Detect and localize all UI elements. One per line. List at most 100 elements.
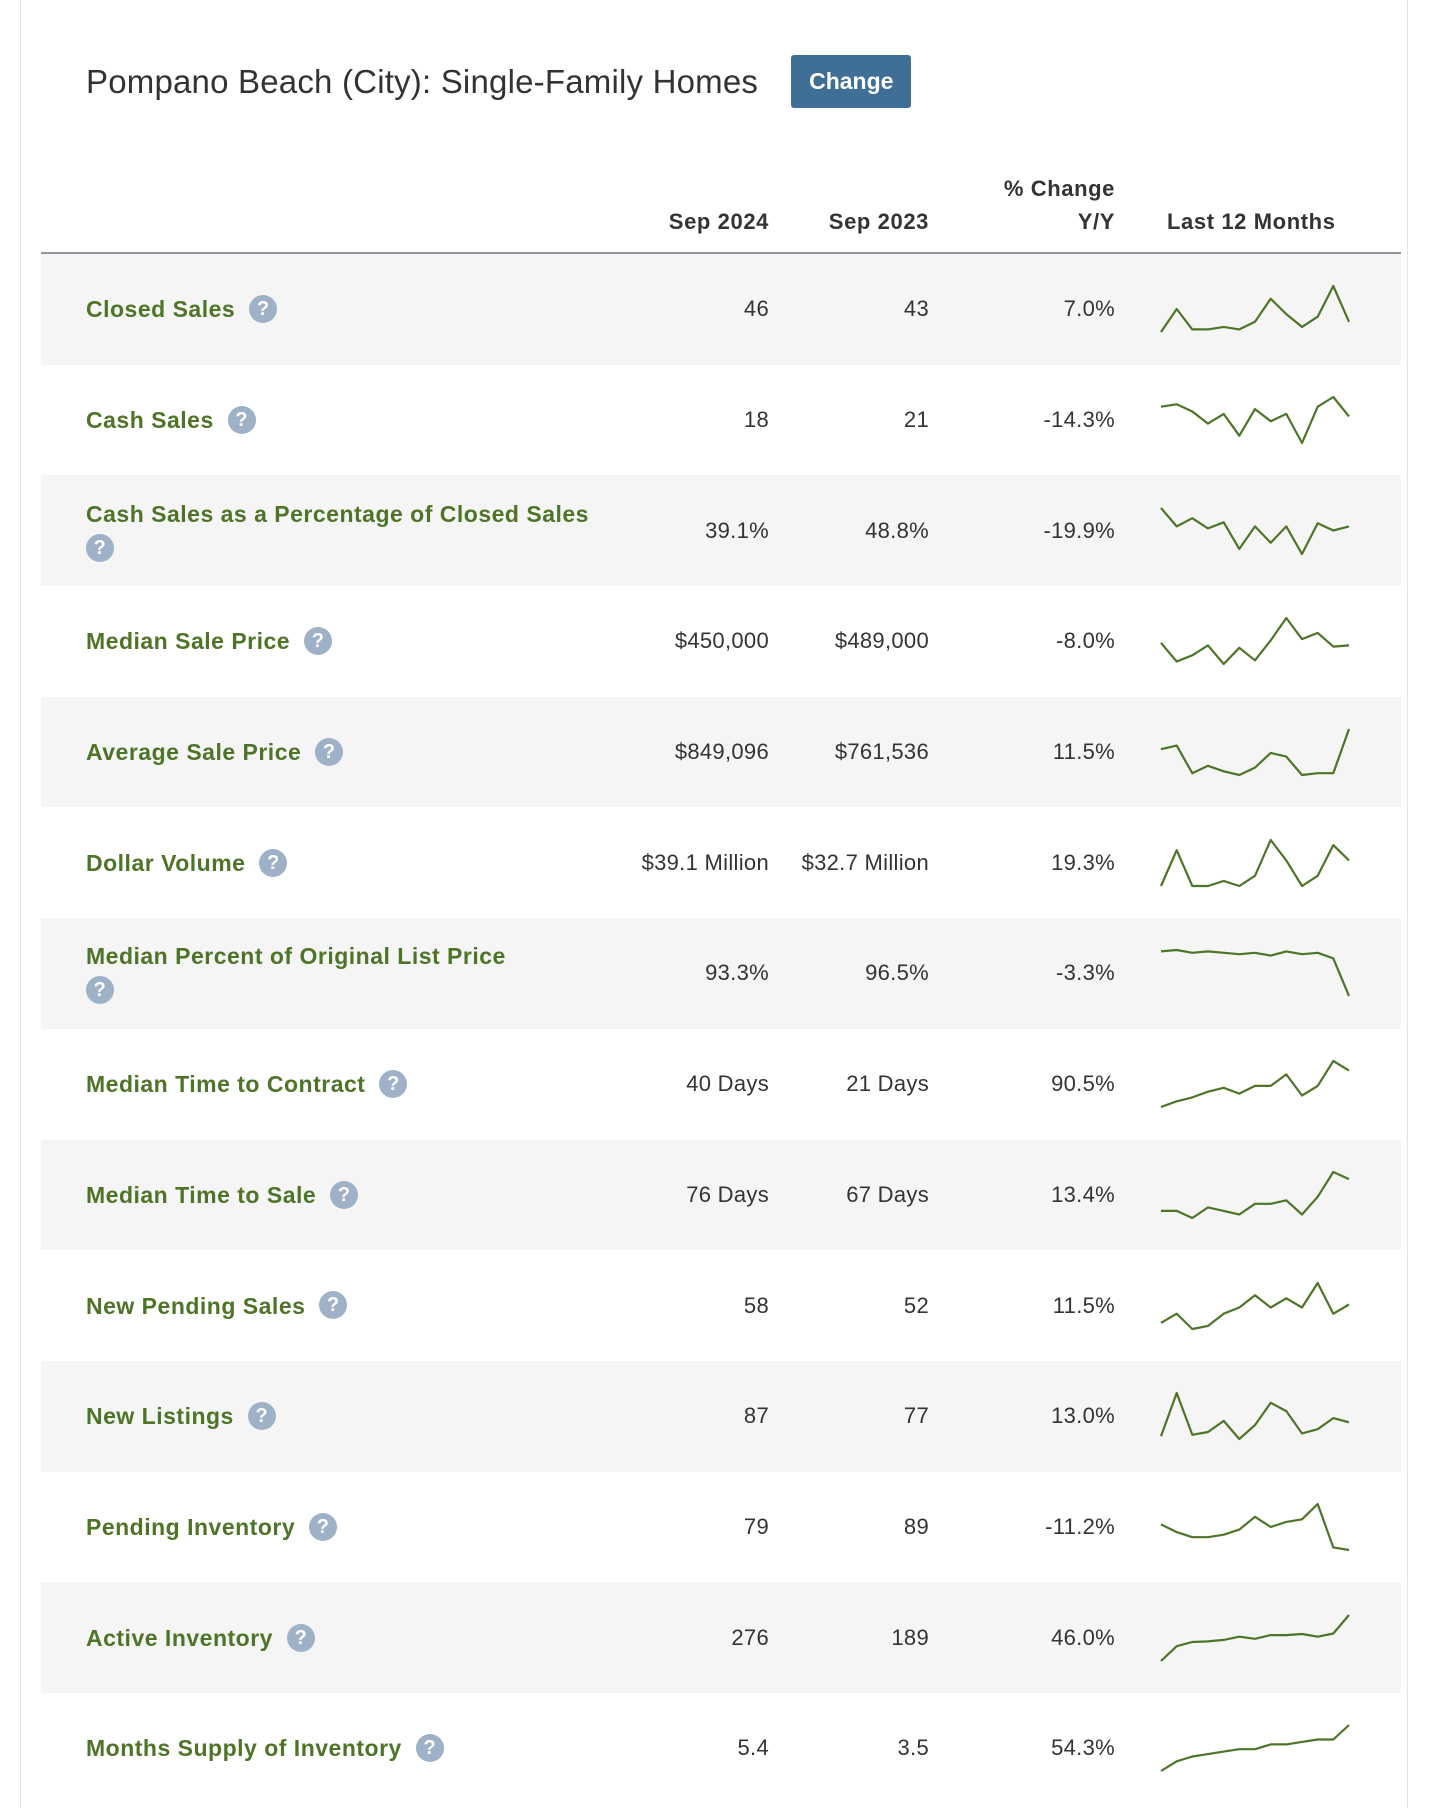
value-sep-2023: 77 <box>903 1403 929 1429</box>
sparkline-series-line <box>1160 285 1351 333</box>
value-sep-2024: $450,000 <box>674 628 769 654</box>
sparkline-series-line <box>1160 1502 1350 1551</box>
question-mark-icon[interactable]: ? <box>286 1623 315 1652</box>
value-sep-2023: 21 Days <box>846 1071 929 1097</box>
metric-name[interactable]: Months Supply of Inventory <box>86 1735 402 1762</box>
metric-label[interactable]: Cash Sales as a Percentage of Closed Sal… <box>86 497 606 565</box>
table-row: Pending Inventory? 79 89 -11.2% <box>41 1472 1401 1583</box>
value-sep-2024: $39.1 Million <box>641 849 769 875</box>
metric-name[interactable]: Average Sale Price <box>86 739 302 766</box>
sparkline-last-12-months <box>1157 393 1353 447</box>
sparkline-chart <box>1160 1724 1350 1773</box>
sparkline-series-line <box>1160 728 1351 777</box>
metric-label[interactable]: Dollar Volume? <box>86 846 606 880</box>
sparkline-series-line <box>1160 1281 1350 1330</box>
sparkline-chart <box>1160 1613 1350 1662</box>
sparkline-series-line <box>1160 395 1350 445</box>
table-row: Closed Sales? 46 43 7.0% <box>41 254 1401 365</box>
metric-label[interactable]: Median Sale Price? <box>86 624 606 658</box>
question-mark-icon[interactable]: ? <box>330 1180 359 1209</box>
metric-label[interactable]: Cash Sales? <box>86 403 606 437</box>
metric-name[interactable]: Pending Inventory <box>86 1513 296 1540</box>
question-mark-icon[interactable]: ? <box>379 1070 408 1099</box>
table-row: Dollar Volume? $39.1 Million $32.7 Million… <box>41 807 1401 918</box>
value-sep-2024: 276 <box>731 1624 769 1650</box>
metric-name[interactable]: Median Sale Price <box>86 628 291 655</box>
table-row: New Pending Sales? 58 52 11.5% <box>41 1250 1401 1361</box>
value-pct-change: 19.3% <box>1051 849 1115 875</box>
value-pct-change: -19.9% <box>1043 517 1115 543</box>
metric-name[interactable]: Cash Sales as a Percentage of Closed Sal… <box>86 500 589 527</box>
sparkline-chart <box>1160 1060 1350 1109</box>
value-pct-change: 11.5% <box>1052 739 1115 765</box>
value-pct-change: -8.0% <box>1056 628 1115 654</box>
sparkline-series-line <box>1160 1060 1350 1109</box>
market-report-card: Pompano Beach (City): Single-Family Home… <box>20 0 1408 1808</box>
value-sep-2023: 89 <box>903 1513 929 1539</box>
question-mark-icon[interactable]: ? <box>319 1291 348 1320</box>
question-mark-icon[interactable]: ? <box>86 976 114 1005</box>
value-sep-2023: 96.5% <box>865 960 929 986</box>
value-pct-change: -14.3% <box>1043 407 1115 433</box>
metric-label[interactable]: Pending Inventory? <box>86 1510 606 1544</box>
metric-label[interactable]: Months Supply of Inventory? <box>86 1731 606 1765</box>
sparkline-chart <box>1160 1281 1350 1330</box>
metric-label[interactable]: Median Time to Contract? <box>86 1067 606 1101</box>
question-mark-icon[interactable]: ? <box>415 1734 444 1763</box>
sparkline-chart <box>1160 1502 1350 1551</box>
sparkline-series-line <box>1159 838 1350 887</box>
metric-name[interactable]: Closed Sales <box>86 296 236 323</box>
sparkline-chart <box>1159 1392 1350 1441</box>
question-mark-icon[interactable]: ? <box>309 1512 338 1541</box>
metric-name[interactable]: Median Time to Sale <box>86 1181 317 1208</box>
metric-name[interactable]: New Pending Sales <box>86 1292 306 1319</box>
change-button[interactable]: Change <box>791 55 912 108</box>
value-sep-2024: 87 <box>743 1403 769 1429</box>
sparkline-series-line <box>1160 1724 1350 1773</box>
sparkline-series-line <box>1160 617 1350 666</box>
metric-name[interactable]: Active Inventory <box>86 1624 273 1651</box>
metrics-table: Sep 2024 Sep 2023 % Change Y/Y Last 12 M… <box>41 148 1401 1804</box>
table-row: Cash Sales as a Percentage of Closed Sal… <box>41 475 1401 587</box>
value-sep-2024: 93.3% <box>705 960 769 986</box>
sparkline-last-12-months <box>1157 946 1353 1000</box>
column-header-sep-2023: Sep 2023 <box>828 209 929 234</box>
question-mark-icon[interactable]: ? <box>315 738 344 767</box>
sparkline-last-12-months <box>1157 504 1353 558</box>
sparkline-last-12-months <box>1157 836 1353 890</box>
metric-label[interactable]: Active Inventory? <box>86 1621 606 1655</box>
value-sep-2023: 43 <box>903 296 929 322</box>
metric-name[interactable]: Median Time to Contract <box>86 1071 366 1098</box>
question-mark-icon[interactable]: ? <box>227 405 256 434</box>
metric-name[interactable]: Cash Sales <box>86 407 214 434</box>
table-row: Median Sale Price? $450,000 $489,000 -8.0% <box>41 586 1401 697</box>
table-row: Median Time to Contract? 40 Days 21 Days 90… <box>41 1029 1401 1140</box>
metric-label[interactable]: Average Sale Price? <box>86 735 606 769</box>
question-mark-icon[interactable]: ? <box>304 627 333 656</box>
metric-label[interactable]: New Listings? <box>86 1399 606 1433</box>
sparkline-chart <box>1160 617 1350 666</box>
question-mark-icon[interactable]: ? <box>86 533 114 562</box>
sparkline-last-12-months <box>1157 1721 1353 1775</box>
value-sep-2024: 40 Days <box>686 1071 769 1097</box>
sparkline-last-12-months <box>1157 1389 1353 1443</box>
metric-label[interactable]: New Pending Sales? <box>86 1289 606 1323</box>
question-mark-icon[interactable]: ? <box>247 1402 276 1431</box>
metric-name[interactable]: Median Percent of Original List Price <box>86 943 506 970</box>
question-mark-icon[interactable]: ? <box>259 848 288 877</box>
sparkline-chart <box>1160 949 1351 997</box>
metric-name[interactable]: Dollar Volume <box>86 849 246 876</box>
value-sep-2024: 79 <box>743 1513 769 1539</box>
metric-label[interactable]: Median Percent of Original List Price? <box>86 939 606 1007</box>
metric-label[interactable]: Median Time to Sale? <box>86 1178 606 1212</box>
sparkline-chart <box>1160 507 1350 555</box>
value-pct-change: 7.0% <box>1063 296 1115 322</box>
value-sep-2023: 3.5 <box>897 1735 929 1761</box>
sparkline-series-line <box>1161 1170 1350 1219</box>
metric-label[interactable]: Closed Sales? <box>86 292 606 326</box>
metric-name[interactable]: New Listings <box>86 1403 234 1430</box>
sparkline-series-line <box>1160 1613 1350 1662</box>
value-sep-2024: 58 <box>743 1292 769 1318</box>
question-mark-icon[interactable]: ? <box>249 295 278 324</box>
value-pct-change: 13.0% <box>1051 1403 1115 1429</box>
